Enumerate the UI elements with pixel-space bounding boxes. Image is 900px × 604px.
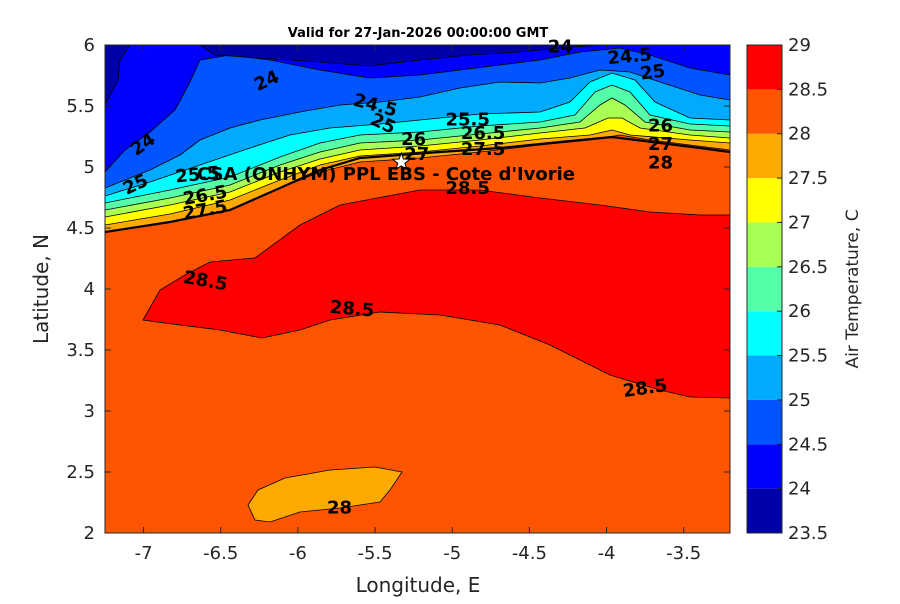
y-axis-label: Latitude, N — [29, 234, 53, 344]
coastline-line — [105, 135, 730, 234]
y-tick-label: 5.5 — [66, 96, 95, 117]
colorbar-label: Air Temperature, C — [843, 209, 863, 368]
colorbar-frame — [746, 44, 783, 534]
colorbar-swatch — [747, 311, 782, 356]
contour-label: 25.5 — [445, 110, 489, 131]
contour-label: 25 — [639, 60, 667, 84]
contour-band-28-5 — [142, 189, 730, 399]
colorbar-tick-label: 25.5 — [788, 346, 828, 367]
colorbar-swatch — [747, 133, 782, 179]
contour-label: 26.5 — [461, 123, 505, 144]
colorbar-swatch — [747, 444, 782, 489]
y-tick-label: 5 — [84, 157, 95, 178]
site-star-marker — [391, 151, 412, 171]
colorbar-tick-label: 25 — [788, 390, 811, 411]
colorbar-swatch — [747, 355, 782, 400]
chart-title: Valid for 27-Jan-2026 00:00:00 GMT — [288, 26, 549, 41]
contour-label: 27 — [404, 144, 429, 165]
x-axis: -7 -6.5 -6 -5.5 -5 -4.5 -4 -3.5 — [135, 45, 701, 564]
contour-label: 27 — [648, 134, 673, 155]
colorbar: 23.5 24 24.5 25 25.5 26 26.5 27 27.5 28 28.5 29 — [746, 35, 828, 544]
contour-label: 28 — [648, 152, 673, 173]
colorbar-tick-label: 24.5 — [788, 434, 828, 455]
contour-band-23-5 — [105, 45, 131, 106]
contour-label: 24.5 — [607, 44, 653, 69]
x-tick-label: -5.5 — [357, 543, 392, 564]
y-tick-label: 4.5 — [66, 218, 95, 239]
contour-label: 28 — [327, 498, 352, 519]
contour-label: 26 — [401, 129, 426, 150]
y-tick-label: 4 — [84, 279, 95, 300]
contour-label: 28.5 — [445, 178, 489, 199]
x-tick-label: -4.5 — [512, 543, 547, 564]
x-tick-label: -5 — [443, 543, 461, 564]
contour-band-27-5-island — [247, 466, 403, 523]
colorbar-tick-label: 27.5 — [788, 168, 828, 189]
x-axis-label: Longitude, E — [356, 573, 481, 597]
colorbar-tick-label: 28.5 — [788, 79, 828, 100]
colorbar-tick-label: 23.5 — [788, 523, 828, 544]
colorbar-swatch — [747, 222, 782, 267]
colorbar-swatch — [747, 45, 782, 90]
y-axis: 2 2.5 3 3.5 4 4.5 5 5.5 6 — [66, 35, 730, 544]
x-tick-label: -4 — [598, 543, 616, 564]
x-tick-label: -7 — [135, 543, 153, 564]
colorbar-tick-label: 29 — [788, 35, 811, 56]
contour-label: 28.5 — [329, 297, 375, 322]
y-tick-label: 3 — [84, 401, 95, 422]
contour-label: 24 — [548, 36, 573, 57]
y-tick-label: 3.5 — [66, 340, 95, 361]
colorbar-swatch — [747, 89, 782, 134]
x-tick-label: -6.5 — [203, 543, 238, 564]
contour-band-23-5-top — [199, 45, 601, 67]
colorbar-swatch — [747, 266, 782, 312]
contour-band-24-5 — [105, 45, 730, 189]
colorbar-tick-label: 28 — [788, 124, 811, 145]
colorbar-tick-label: 24 — [788, 479, 811, 500]
site-label: CSA (ONHYM) PPL EBS - Cote d'Ivorie — [197, 164, 575, 185]
contour-label: 25.5 — [175, 163, 221, 188]
y-tick-label: 6 — [84, 35, 95, 56]
colorbar-tick-label: 26.5 — [788, 257, 828, 278]
y-tick-label: 2 — [84, 523, 95, 544]
contour-fill-layer — [105, 45, 730, 533]
y-tick-label: 2.5 — [66, 462, 95, 483]
contour-label: 27.5 — [461, 139, 505, 160]
site-marker-group: CSA (ONHYM) PPL EBS - Cote d'Ivorie — [197, 151, 575, 185]
x-tick-label: -6 — [289, 543, 307, 564]
contour-band-24 — [105, 45, 730, 173]
colorbar-tick-label: 27 — [788, 212, 811, 233]
x-tick-label: -3.5 — [666, 543, 701, 564]
colorbar-swatch — [747, 178, 782, 223]
colorbar-swatch — [747, 488, 782, 533]
colorbar-swatch — [747, 399, 782, 445]
colorbar-tick-label: 26 — [788, 301, 811, 322]
contour-label: 26 — [648, 116, 673, 137]
